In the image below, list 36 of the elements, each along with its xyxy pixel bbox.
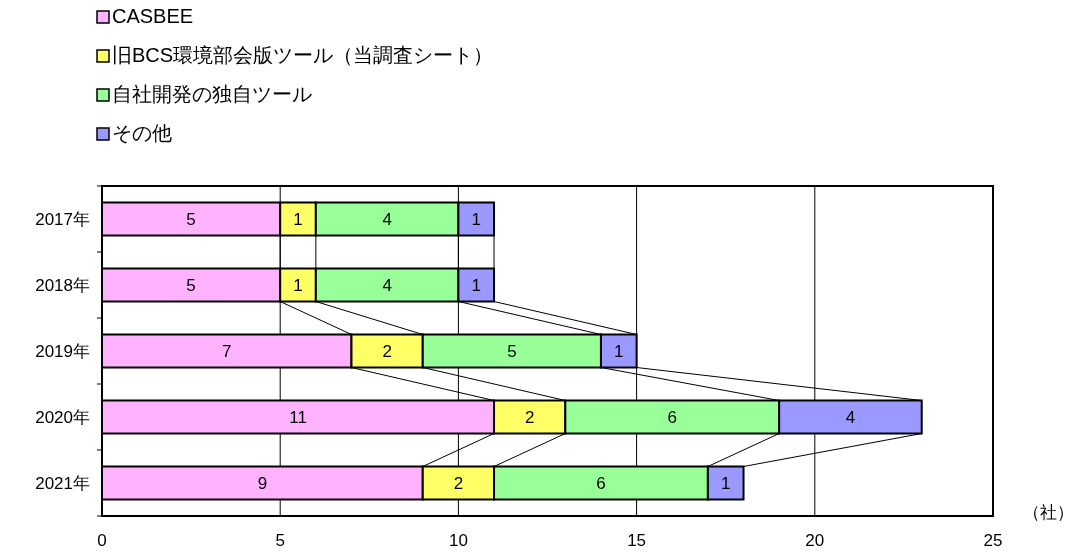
data-label: 2 (524, 408, 535, 427)
x-tick-label: 20 (805, 531, 825, 550)
data-label: 1 (471, 210, 481, 229)
data-label: 4 (845, 408, 856, 427)
data-label: 6 (596, 474, 606, 493)
legend-label: 自社開発の独自ツール (112, 83, 312, 105)
x-tick-label: 0 (97, 531, 107, 550)
legend-label: CASBEE (112, 5, 194, 27)
x-tick-label: 10 (448, 531, 468, 550)
data-label: 1 (293, 276, 303, 295)
data-label: 11 (289, 408, 307, 427)
legend-label: その他 (112, 122, 172, 144)
data-label: 5 (186, 210, 196, 229)
x-tick-label: 15 (627, 531, 647, 550)
data-label: 5 (507, 342, 517, 361)
data-label: 9 (257, 474, 268, 493)
data-label: 2 (453, 474, 464, 493)
y-tick-label: 2017年 (35, 210, 90, 229)
y-tick-label: 2018年 (35, 276, 90, 295)
x-axis-title: （社） (1022, 503, 1065, 522)
data-label: 7 (222, 342, 232, 361)
y-tick-label: 2021年 (35, 474, 90, 493)
data-label: 5 (186, 276, 196, 295)
x-tick-label: 5 (275, 531, 285, 550)
data-label: 1 (471, 276, 481, 295)
data-label: 2 (382, 342, 392, 361)
data-label: 4 (382, 210, 392, 229)
y-tick-label: 2019年 (35, 342, 90, 361)
data-label: 1 (293, 210, 303, 229)
legend-label: 旧BCS環境部会版ツール（当調査シート） (112, 44, 494, 66)
x-tick-label: 25 (983, 531, 1003, 550)
data-label: 6 (667, 408, 677, 427)
y-tick-label: 2020年 (35, 408, 90, 427)
data-label: 4 (382, 276, 392, 295)
data-label: 1 (720, 474, 731, 493)
data-label: 1 (614, 342, 624, 361)
